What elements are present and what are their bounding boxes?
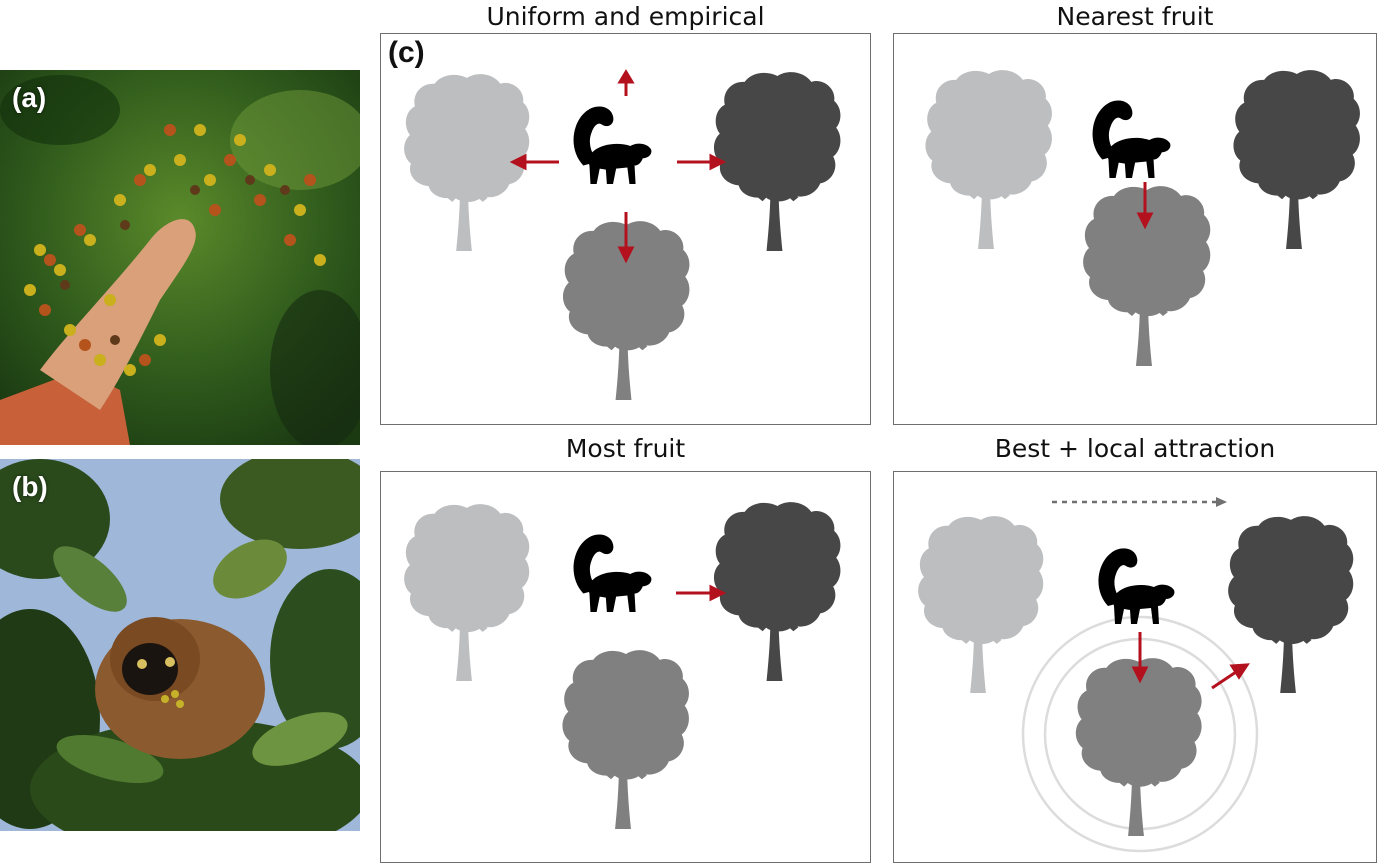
- photo-fruit-cluster: (a): [0, 70, 360, 445]
- photo-a-label: (a): [12, 82, 47, 113]
- tree-icon: [713, 72, 841, 252]
- panel-most-fruit: [380, 471, 871, 863]
- photo-lemur-in-tree: (b): [0, 459, 360, 831]
- attraction-ring-outer: [1021, 615, 1259, 853]
- panel-title-most-fruit: Most fruit: [565, 434, 686, 463]
- dotted-arrow-icon: [1052, 497, 1227, 507]
- tree-icon: [713, 502, 841, 682]
- panel-best-local-attraction: [893, 471, 1377, 863]
- tree-icon: [404, 74, 530, 252]
- panel-title-uniform-empirical: Uniform and empirical: [486, 2, 765, 31]
- panel-c-label: (c): [388, 36, 425, 69]
- tree-icon: [404, 504, 530, 682]
- panel-nearest-fruit: [893, 33, 1377, 425]
- tree-icon: [918, 516, 1044, 694]
- photo-b-label: (b): [12, 471, 48, 502]
- tree-icon: [1075, 658, 1202, 837]
- tree-icon: [925, 70, 1052, 250]
- panel-title-nearest-fruit: Nearest fruit: [1056, 2, 1214, 31]
- lemur-icon: [1098, 548, 1175, 624]
- tree-icon: [562, 650, 689, 830]
- tree-icon: [1233, 70, 1360, 250]
- lemur-icon: [573, 534, 652, 612]
- panel-uniform-empirical: (c): [380, 33, 871, 425]
- arrow-icon: [1136, 182, 1154, 230]
- lemur-icon: [573, 106, 652, 184]
- panel-title-best-local-attraction: Best + local attraction: [994, 434, 1276, 463]
- arrow-icon: [1131, 632, 1250, 690]
- arrow-icon: [676, 584, 727, 602]
- lemur-icon: [1092, 100, 1171, 178]
- arrow-icon: [509, 69, 727, 264]
